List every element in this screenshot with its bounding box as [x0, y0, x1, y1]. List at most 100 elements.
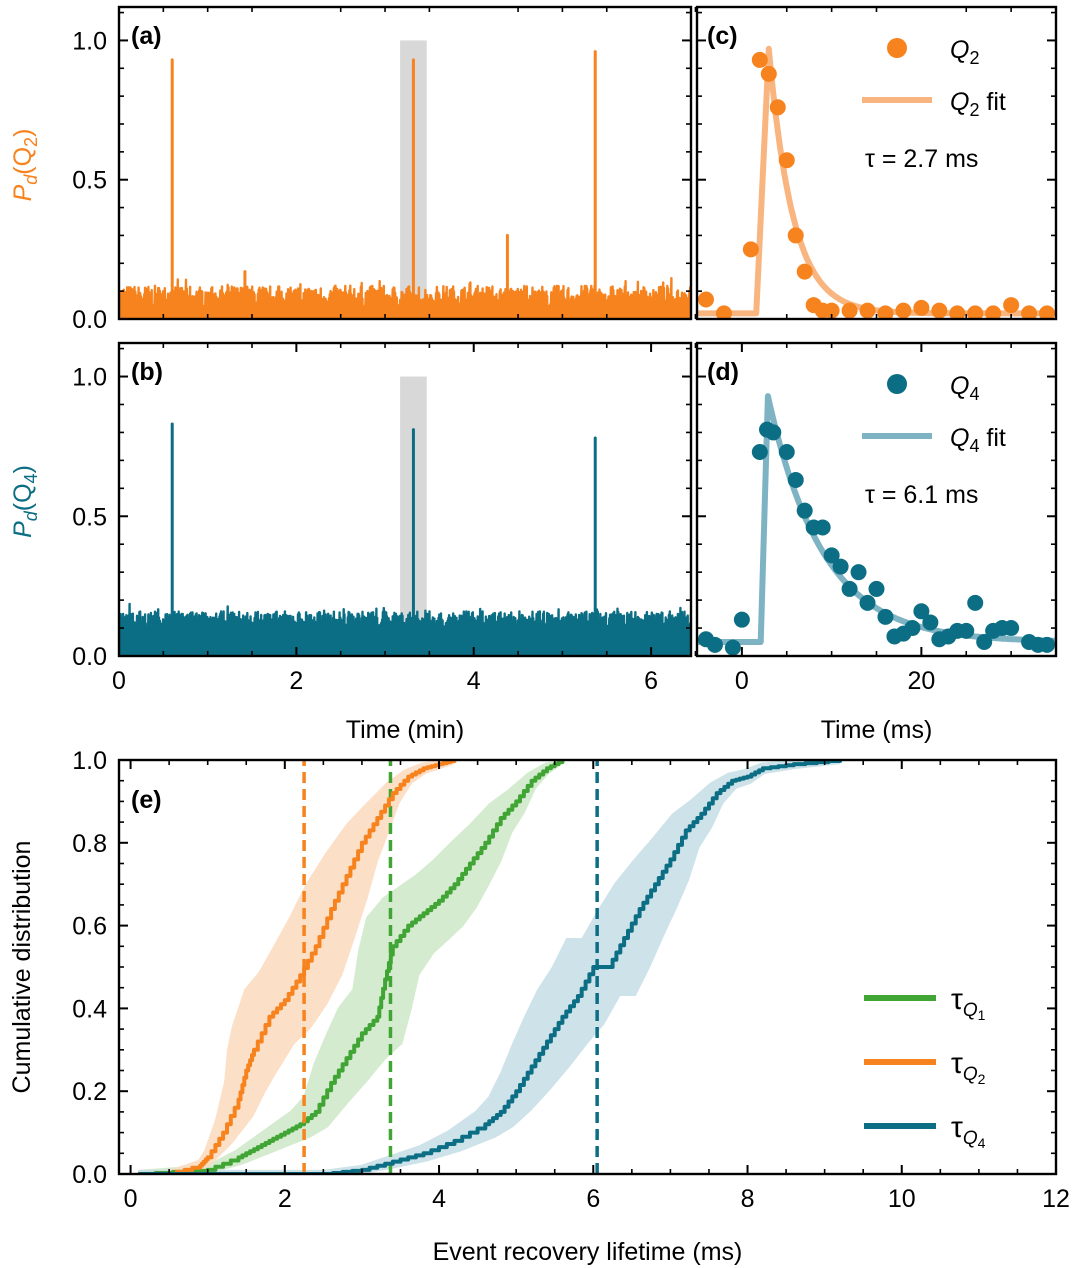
data-point-23 [922, 614, 939, 631]
data-point-5 [769, 99, 786, 116]
legend-marker-label: Q2 [950, 36, 979, 68]
data-point-13 [832, 558, 849, 575]
x-tick-label: 10 [888, 1185, 916, 1213]
data-point-23 [1039, 305, 1056, 319]
panel-label: (c) [707, 22, 738, 50]
data-point-7 [787, 227, 804, 244]
data-point-13 [859, 302, 876, 319]
data-point-21 [904, 620, 921, 637]
y-tick-label: 0.8 [72, 830, 107, 858]
y-tick-label: 0.5 [72, 167, 107, 195]
y-tick-label: 1.0 [72, 27, 107, 55]
data-point-12 [823, 547, 840, 564]
data-point-35 [1039, 636, 1056, 653]
x-tick-label: 12 [1042, 1185, 1070, 1213]
plot-area [697, 45, 1056, 319]
data-point-18 [877, 608, 894, 625]
data-point-8 [796, 263, 813, 280]
data-point-2 [724, 639, 741, 656]
y-axis-label: Pd(Q4) [9, 465, 41, 538]
x-tick-label: 0 [112, 667, 126, 695]
data-point-3 [751, 51, 768, 68]
legend-line-label: Q4 fit [950, 424, 1006, 456]
y-tick-label: 1.0 [72, 364, 107, 392]
panel-label: (d) [707, 358, 739, 386]
data-point-1 [706, 636, 723, 653]
x-tick-label: 4 [467, 667, 481, 695]
confidence-band-1 [138, 760, 455, 1174]
legend-marker [887, 374, 907, 394]
panel-c: (c) Q2 Q2 fit τ = 2.7 ms [695, 5, 1058, 321]
data-point-15 [850, 564, 867, 581]
x-axis-label: Time (min) [346, 716, 465, 744]
legend-line-label: Q2 fit [950, 88, 1006, 120]
panel-label: (a) [131, 22, 162, 50]
data-point-17 [868, 580, 885, 597]
data-point-9 [796, 502, 813, 519]
y-tick-label: 1.0 [72, 747, 107, 775]
panel-b: 0.0 0.5 1.0 0 2 4 6 (b) Pd(Q4) Time (min) [9, 341, 697, 744]
x-axis-label: Event recovery lifetime (ms) [433, 1238, 743, 1266]
y-tick-label: 0.0 [72, 643, 107, 671]
data-point-17 [931, 302, 948, 319]
data-point-28 [967, 594, 984, 611]
legend-marker-label: Q4 [950, 372, 979, 404]
data-point-27 [958, 622, 975, 639]
y-tick-label: 0.2 [72, 1078, 107, 1106]
x-tick-label: 0 [124, 1185, 138, 1213]
x-axis-label: Time (ms) [821, 716, 933, 744]
x-tick-label: 8 [741, 1185, 755, 1213]
data-point-4 [751, 443, 768, 460]
y-axis-label: Pd(Q2) [9, 129, 41, 202]
x-tick-label: 2 [278, 1185, 292, 1213]
data-point-18 [949, 305, 966, 319]
data-point-6 [765, 424, 782, 441]
data-point-3 [733, 611, 750, 628]
y-tick-label: 0.0 [72, 306, 107, 334]
data-point-4 [760, 65, 777, 82]
data-point-6 [778, 152, 795, 169]
panel-e: 0.0 0.2 0.4 0.6 0.8 1.0 0 2 4 6 8 10 12 (e) τQ1 τQ2 τQ4 E… [8, 747, 1070, 1266]
tau-annotation: τ = 2.7 ms [865, 145, 978, 173]
data-point-22 [913, 603, 930, 620]
x-tick-label: 2 [289, 667, 303, 695]
legend-label-2: τQ4 [951, 1111, 986, 1151]
axes-frame [117, 341, 693, 658]
data-point-0 [697, 291, 714, 308]
legend-label-1: τQ2 [951, 1047, 986, 1087]
panel-d: 0 20 (d) Q4 Q4 fit τ = 6.1 ms Time (ms) [695, 341, 1058, 744]
data-point-16 [913, 299, 930, 316]
plot-area [119, 40, 691, 319]
legend-marker [887, 38, 907, 58]
y-tick-label: 0.0 [72, 1161, 107, 1189]
x-tick-label: 0 [735, 667, 749, 695]
y-axis-label: Cumulative distribution [8, 841, 36, 1094]
tau-annotation: τ = 6.1 ms [865, 481, 978, 509]
data-point-14 [877, 305, 894, 319]
data-point-11 [814, 519, 831, 536]
data-point-7 [778, 443, 795, 460]
confidence-band-2 [138, 760, 841, 1174]
data-point-14 [841, 580, 858, 597]
confidence-band-0 [138, 760, 563, 1174]
y-tick-label: 0.6 [72, 913, 107, 941]
plot-area [138, 760, 843, 1174]
data-point-29 [976, 634, 993, 651]
plot-area [119, 376, 691, 656]
data-point-19 [967, 305, 984, 319]
panel-a: 0.0 0.5 1.0 (a) Pd(Q2) [9, 5, 697, 334]
x-tick-label: 20 [907, 667, 935, 695]
data-point-32 [1003, 620, 1020, 637]
data-point-21 [1003, 297, 1020, 314]
data-point-12 [841, 302, 858, 319]
data-point-16 [859, 594, 876, 611]
legend-label-0: τQ1 [951, 983, 986, 1023]
data-point-1 [715, 305, 732, 319]
panel-label: (e) [131, 786, 162, 814]
y-tick-label: 0.4 [72, 995, 107, 1023]
data-point-15 [895, 302, 912, 319]
panel-label: (b) [131, 358, 163, 386]
x-tick-label: 4 [432, 1185, 446, 1213]
data-point-8 [787, 471, 804, 488]
